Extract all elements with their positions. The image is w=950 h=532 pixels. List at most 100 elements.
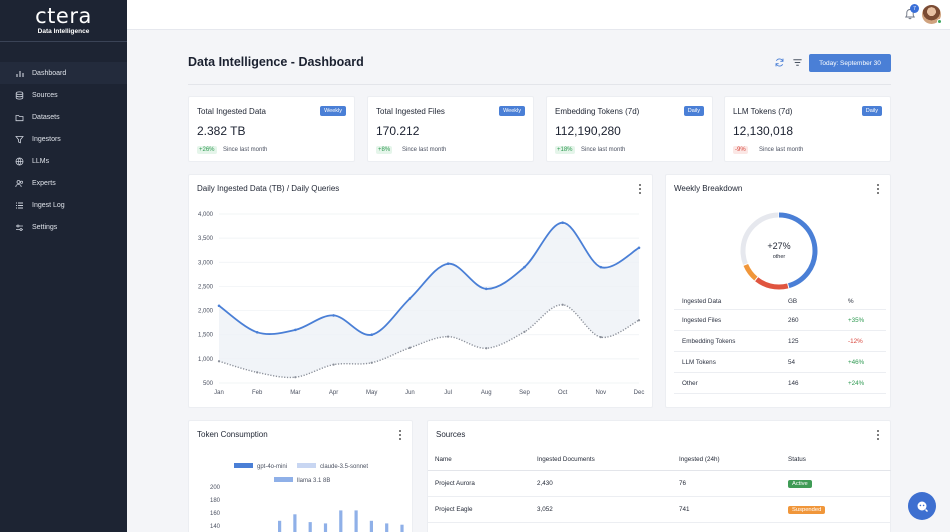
token-bar[interactable] — [339, 510, 343, 532]
token-bar[interactable] — [323, 523, 328, 532]
donut-slice[interactable] — [740, 212, 818, 290]
sidebar-item-label: Ingestors — [32, 135, 61, 143]
data-point[interactable] — [523, 330, 526, 333]
token-bar[interactable] — [308, 522, 312, 532]
sidebar-item-llms[interactable]: LLMs — [0, 150, 127, 172]
data-point[interactable] — [294, 328, 297, 332]
data-point[interactable] — [332, 363, 335, 366]
legend-label: llama 3.1 8B — [297, 478, 330, 484]
token-bar[interactable] — [293, 514, 297, 532]
sidebar-item-experts[interactable]: Experts — [0, 172, 127, 194]
page-title: Data Intelligence - Dashboard — [188, 55, 364, 69]
sources-panel-menu-icon[interactable] — [876, 430, 880, 440]
data-point[interactable] — [599, 336, 602, 339]
database-icon — [14, 90, 24, 100]
data-point[interactable] — [599, 265, 603, 269]
sources-col-name: Name — [435, 456, 452, 463]
data-point[interactable] — [561, 303, 564, 306]
kpi-card: Total Ingested Files Weekly 170.212 +8% Sinc… — [367, 96, 534, 162]
sidebar-item-label: Ingest Log — [32, 201, 65, 209]
weekly-row-name: Embedding Tokens — [682, 337, 736, 345]
table-row: Ingested Files 260 +35% — [674, 310, 886, 331]
data-point[interactable] — [485, 347, 488, 350]
header-divider — [188, 84, 891, 85]
series-line-ingested — [218, 221, 640, 336]
data-point[interactable] — [446, 262, 450, 266]
sidebar-item-ingestors[interactable]: Ingestors — [0, 128, 127, 150]
sidebar-item-label: LLMs — [32, 157, 50, 165]
data-point[interactable] — [484, 287, 488, 291]
legend-swatch — [297, 463, 316, 468]
source-24h: 76 — [679, 480, 687, 487]
token-bar[interactable] — [354, 510, 358, 532]
data-point[interactable] — [255, 331, 259, 334]
weekly-table-header: Ingested Data GB % — [674, 294, 886, 310]
data-point[interactable] — [408, 297, 412, 300]
donut-slice[interactable] — [740, 212, 818, 290]
data-point[interactable] — [294, 376, 297, 379]
data-point[interactable] — [408, 346, 412, 349]
source-docs: 3,052 — [537, 506, 553, 513]
data-point[interactable] — [370, 333, 374, 337]
filter-icon[interactable] — [792, 57, 803, 68]
data-point[interactable] — [370, 361, 373, 364]
sidebar-item-dashboard[interactable]: Dashboard — [0, 62, 127, 84]
daily-panel-menu-icon[interactable] — [638, 184, 642, 194]
data-point[interactable] — [217, 304, 221, 308]
data-point[interactable] — [523, 265, 526, 269]
source-docs: 2,430 — [537, 480, 553, 487]
data-point[interactable] — [217, 360, 221, 363]
data-point[interactable] — [561, 221, 564, 224]
today-date-button[interactable]: Today: September 30 — [809, 54, 891, 72]
kpi-card: LLM Tokens (7d) Daily 12,130,018 -9% Since l… — [724, 96, 891, 162]
x-tick-label: Nov — [595, 390, 606, 396]
table-row[interactable]: Project Aurora 2,430 76 Active — [428, 471, 891, 497]
token-bar[interactable] — [369, 520, 373, 532]
source-status-cell: Suspended — [788, 505, 888, 514]
x-tick-label: Apr — [329, 390, 338, 396]
token-panel-menu-icon[interactable] — [398, 430, 402, 440]
weekly-breakdown-panel: Weekly Breakdown +27% other Ingested Dat… — [665, 174, 891, 408]
sidebar-item-label: Sources — [32, 91, 58, 99]
token-bar[interactable] — [278, 520, 282, 532]
series-area — [219, 222, 639, 378]
y-tick-label: 160 — [210, 511, 221, 517]
data-point[interactable] — [637, 319, 641, 322]
sidebar-item-ingest-log[interactable]: Ingest Log — [0, 194, 127, 216]
daily-panel-title: Daily Ingested Data (TB) / Daily Queries — [197, 184, 340, 193]
status-badge: Suspended — [788, 505, 826, 514]
x-tick-label: Feb — [252, 390, 263, 396]
weekly-row-pct: +24% — [848, 379, 865, 387]
weekly-row-gb: 54 — [788, 358, 796, 366]
x-tick-label: Aug — [481, 390, 492, 396]
y-tick-label: 140 — [210, 524, 221, 530]
sidebar-item-sources[interactable]: Sources — [0, 84, 127, 106]
avatar[interactable] — [922, 5, 941, 24]
token-bar[interactable] — [385, 523, 389, 532]
data-point[interactable] — [256, 371, 259, 374]
token-bar[interactable] — [400, 524, 404, 532]
daily-ingested-panel: Daily Ingested Data (TB) / Daily Queries… — [188, 174, 653, 408]
token-panel-title: Token Consumption — [197, 430, 268, 439]
funnel-icon — [14, 134, 24, 144]
sidebar-item-settings[interactable]: Settings — [0, 216, 127, 238]
source-name: Project Aurora — [435, 480, 475, 487]
token-bar-chart: gpt-4o-mini claude-3.5-sonnet llama 3.1 8B… — [210, 463, 404, 532]
sidebar-item-datasets[interactable]: Datasets — [0, 106, 127, 128]
kpi-card: Total Ingested Data Weekly 2.382 TB +26% Sin… — [188, 96, 355, 162]
notification-badge: 7 — [910, 4, 919, 13]
sources-col-docs: Ingested Documents — [537, 456, 595, 463]
data-point[interactable] — [637, 246, 641, 250]
data-point[interactable] — [332, 314, 335, 317]
chat-assistant-button[interactable] — [908, 492, 936, 520]
legend-swatch — [234, 463, 253, 468]
data-point[interactable] — [446, 335, 450, 338]
brand-logo[interactable]: ctera Data Intelligence — [0, 0, 127, 42]
table-row[interactable]: Project Eagle 3,052 741 Suspended — [428, 497, 891, 523]
weekly-donut-chart: +27% other — [740, 212, 818, 290]
donut-slice[interactable] — [740, 212, 818, 290]
weekly-panel-menu-icon[interactable] — [876, 184, 880, 194]
list-icon — [14, 200, 24, 210]
kpi-title: Total Ingested Data — [197, 107, 266, 116]
refresh-icon[interactable] — [774, 57, 785, 68]
